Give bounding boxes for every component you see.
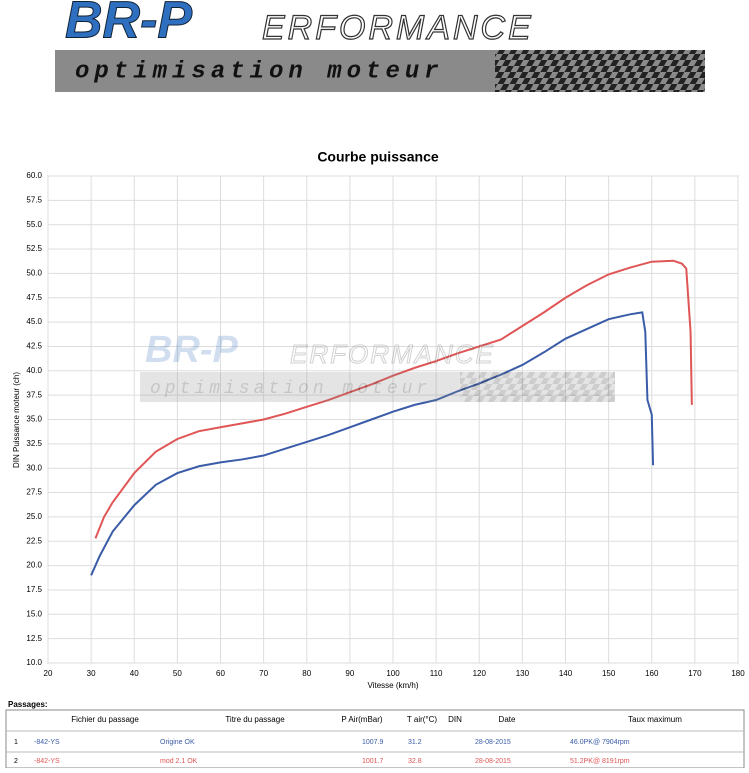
y-tick-label: 50.0 bbox=[26, 269, 42, 278]
x-tick-label: 110 bbox=[430, 669, 443, 678]
y-tick-label: 47.5 bbox=[26, 293, 42, 302]
x-tick-label: 130 bbox=[516, 669, 530, 678]
x-tick-label: 60 bbox=[216, 669, 225, 678]
y-tick-label: 40.0 bbox=[26, 366, 42, 375]
y-tick-label: 15.0 bbox=[26, 609, 42, 618]
x-tick-label: 70 bbox=[259, 669, 268, 678]
logo-main: BR-P bbox=[65, 0, 192, 50]
series-line bbox=[90, 311, 655, 576]
y-axis-label: DIN Puissance moteur (ch) bbox=[12, 372, 21, 468]
table-cell: -842-YS bbox=[34, 739, 60, 746]
logo: BR-P ERFORMANCE optimisation moteur bbox=[55, 0, 705, 92]
watermark-main: BR-P bbox=[145, 329, 239, 371]
table-cell: 28-08-2015 bbox=[475, 739, 511, 746]
y-tick-label: 60.0 bbox=[26, 171, 42, 180]
x-tick-label: 80 bbox=[302, 669, 311, 678]
y-tick-label: 57.5 bbox=[26, 195, 42, 204]
column-header: T air(°C) bbox=[407, 715, 437, 724]
y-tick-label: 55.0 bbox=[26, 220, 42, 229]
y-tick-label: 52.5 bbox=[26, 244, 42, 253]
y-tick-label: 35.0 bbox=[26, 415, 42, 424]
chart-title: Courbe puissance bbox=[317, 149, 439, 165]
column-header: P Air(mBar) bbox=[341, 715, 383, 724]
y-tick-label: 20.0 bbox=[26, 561, 42, 570]
y-tick-label: 42.5 bbox=[26, 342, 42, 351]
x-tick-label: 140 bbox=[559, 669, 573, 678]
table-cell: mod 2.1 OK bbox=[160, 758, 198, 765]
x-tick-label: 50 bbox=[173, 669, 182, 678]
table-cell: -842-YS bbox=[34, 758, 60, 765]
column-header: DIN bbox=[448, 715, 462, 724]
column-header: Titre du passage bbox=[225, 715, 285, 724]
table-cell: 1007.9 bbox=[362, 739, 384, 746]
logo-checker bbox=[495, 50, 705, 92]
watermark-tagline: optimisation moteur bbox=[150, 379, 431, 399]
column-header: Date bbox=[499, 715, 516, 724]
y-tick-label: 10.0 bbox=[26, 658, 42, 667]
table: Fichier du passage Titre du passage P Air(… bbox=[5, 709, 745, 769]
table-cell: 46.0PK@ 7904rpm bbox=[570, 739, 630, 746]
table-cell: 2 bbox=[14, 758, 18, 765]
y-tick-label: 27.5 bbox=[26, 488, 42, 497]
x-tick-label: 150 bbox=[602, 669, 616, 678]
y-tick-label: 25.0 bbox=[26, 512, 42, 521]
table-cell: 32.8 bbox=[408, 758, 422, 765]
table-caption: Passages: bbox=[8, 700, 48, 709]
y-tick-label: 17.5 bbox=[26, 585, 42, 594]
y-tick-label: 12.5 bbox=[26, 634, 42, 643]
watermark: BR-P ERFORMANCE optimisation moteur bbox=[140, 329, 615, 402]
y-tick-label: 30.0 bbox=[26, 463, 42, 472]
x-tick-label: 40 bbox=[130, 669, 139, 678]
x-tick-label: 180 bbox=[731, 669, 745, 678]
column-header: Taux maximum bbox=[628, 715, 682, 724]
table-cell: 51.2PK@ 8191rpm bbox=[570, 758, 630, 765]
x-tick-label: 160 bbox=[645, 669, 659, 678]
watermark-rest: ERFORMANCE bbox=[290, 339, 495, 369]
table-cell: Origine OK bbox=[160, 739, 195, 746]
table-cell: 28-08-2015 bbox=[475, 758, 511, 765]
y-tick-label: 37.5 bbox=[26, 390, 42, 399]
table-cell: 1001.7 bbox=[362, 758, 384, 765]
table-cell: 1 bbox=[14, 739, 18, 746]
column-header: Fichier du passage bbox=[71, 715, 139, 724]
x-tick-label: 20 bbox=[44, 669, 53, 678]
y-tick-label: 32.5 bbox=[26, 439, 42, 448]
x-axis-label: Vitesse (km/h) bbox=[368, 681, 419, 690]
logo-tagline: optimisation moteur bbox=[75, 58, 444, 85]
logo-rest: ERFORMANCE bbox=[262, 9, 534, 47]
series-line bbox=[94, 259, 693, 539]
x-tick-label: 120 bbox=[473, 669, 487, 678]
table-cell: 31.2 bbox=[408, 739, 422, 746]
x-tick-label: 100 bbox=[386, 669, 400, 678]
x-tick-label: 170 bbox=[688, 669, 702, 678]
y-tick-label: 45.0 bbox=[26, 317, 42, 326]
x-tick-label: 90 bbox=[345, 669, 354, 678]
watermark-checker bbox=[460, 372, 615, 402]
y-tick-label: 22.5 bbox=[26, 536, 42, 545]
x-tick-label: 30 bbox=[87, 669, 96, 678]
